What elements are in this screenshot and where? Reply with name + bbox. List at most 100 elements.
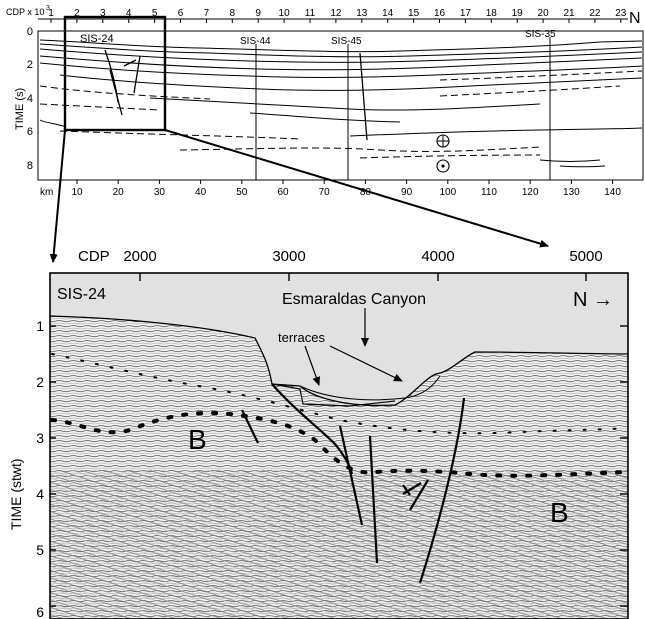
detail-cdp-label: CDP bbox=[78, 248, 110, 265]
fault-line bbox=[359, 52, 368, 141]
cdp-tick: 5 bbox=[152, 8, 158, 19]
cdp-tick: 11 bbox=[305, 8, 316, 19]
fault-line bbox=[418, 397, 466, 584]
time-tick: 1 bbox=[36, 318, 44, 334]
unit-label-b: B bbox=[188, 424, 207, 455]
horizon-line bbox=[39, 39, 643, 53]
horizon-line bbox=[149, 97, 541, 111]
fault-line bbox=[409, 479, 429, 511]
cdp-tick: 20 bbox=[538, 8, 550, 19]
dashed-horizon bbox=[39, 103, 161, 111]
zoom-arrow-right bbox=[164, 129, 549, 248]
canyon-label: Esmaraldas Canyon bbox=[282, 291, 426, 308]
km-tick: 140 bbox=[604, 187, 621, 198]
zoom-arrow-left bbox=[49, 129, 66, 263]
horizon-line bbox=[59, 74, 643, 91]
km-tick: 30 bbox=[154, 187, 166, 198]
cdp-tick: 23 bbox=[615, 8, 627, 19]
horizon-line bbox=[39, 48, 643, 63]
time-tick: 2 bbox=[36, 374, 44, 390]
detail-y-axis-label: TIME (stwt) bbox=[8, 458, 24, 530]
km-tick: 100 bbox=[439, 187, 456, 198]
km-tick: 20 bbox=[113, 187, 125, 198]
horizon-line bbox=[39, 43, 643, 58]
horizon-line bbox=[39, 55, 643, 71]
fault-line bbox=[368, 435, 379, 564]
horizon-line bbox=[249, 112, 401, 123]
detail-frame bbox=[49, 272, 629, 619]
detail-section-label: SIS-24 bbox=[57, 286, 106, 303]
dashed-horizon bbox=[439, 70, 643, 81]
dashed-horizon bbox=[439, 85, 621, 97]
time-tick: 5 bbox=[36, 542, 44, 558]
terrace-outline bbox=[271, 383, 396, 407]
overview-y-axis-label: TIME (s) bbox=[14, 88, 26, 130]
horizon-line bbox=[559, 165, 606, 168]
cdp-tick: 6 bbox=[178, 8, 184, 19]
cdp-tick: 19 bbox=[512, 8, 524, 19]
overview-time-ticks: 0 2 4 6 8 bbox=[27, 26, 33, 172]
cdp-tick: 14 bbox=[382, 8, 394, 19]
cdp-tick: 15 bbox=[408, 8, 420, 19]
km-tick: 70 bbox=[319, 187, 331, 198]
cdp-tick: 3 bbox=[100, 8, 106, 19]
time-tick: 6 bbox=[36, 604, 44, 619]
cdp-tick: 2 bbox=[74, 8, 80, 19]
overview-km-ticks: 10 20 30 40 50 60 70 80 90 100 110 120 130 140 bbox=[71, 180, 621, 198]
fault-line bbox=[109, 69, 123, 116]
time-tick: 6 bbox=[27, 126, 33, 138]
cdp-tick: 5000 bbox=[569, 248, 602, 265]
detail-tick-marks bbox=[50, 273, 628, 607]
km-tick: 130 bbox=[563, 187, 580, 198]
km-tick: 80 bbox=[360, 187, 372, 198]
cdp-tick: 7 bbox=[204, 8, 210, 19]
overview-km-label: km bbox=[40, 187, 53, 198]
fault-line bbox=[402, 484, 411, 496]
cdp-tick: 21 bbox=[563, 8, 575, 19]
cdp-tick: 9 bbox=[255, 8, 261, 19]
dashed-horizon bbox=[359, 154, 541, 159]
time-tick: 0 bbox=[27, 26, 33, 38]
label-sis44: SIS-44 bbox=[240, 36, 271, 47]
dotted-horizon-b bbox=[50, 410, 628, 478]
km-tick: 90 bbox=[401, 187, 413, 198]
time-tick: 3 bbox=[36, 430, 44, 446]
canyon-floor-line bbox=[299, 375, 441, 401]
cdp-tick: 17 bbox=[460, 8, 472, 19]
horizon-line bbox=[39, 119, 67, 128]
detail-time-ticks: 1 2 3 4 5 6 bbox=[36, 318, 44, 619]
into-page-symbol bbox=[436, 134, 450, 148]
cdp-tick: 3000 bbox=[272, 248, 305, 265]
time-tick: 2 bbox=[27, 59, 33, 71]
fault-line bbox=[402, 482, 422, 495]
detail-cdp-ticks: 2000 3000 4000 5000 bbox=[123, 248, 602, 265]
cdp-tick: 4000 bbox=[421, 248, 454, 265]
overview-dashed-horizons bbox=[39, 70, 643, 159]
overview-horizons bbox=[39, 39, 643, 168]
time-tick: 4 bbox=[36, 486, 44, 502]
overview-cdp-label: CDP x 10 bbox=[6, 7, 44, 17]
fault-line bbox=[133, 55, 141, 94]
cdp-tick: 2000 bbox=[123, 248, 156, 265]
fault-line bbox=[241, 409, 259, 444]
km-tick: 10 bbox=[71, 187, 83, 198]
fault-line bbox=[123, 59, 137, 67]
time-tick: 4 bbox=[27, 93, 33, 105]
detail-north-label: N → bbox=[573, 289, 613, 311]
overview-cdp-exponent: 3 bbox=[46, 5, 50, 12]
overview-north-label: N bbox=[629, 10, 641, 27]
label-sis45: SIS-45 bbox=[331, 36, 362, 47]
faults bbox=[241, 383, 466, 584]
seafloor-line bbox=[50, 315, 628, 407]
label-sis35: SIS-35 bbox=[525, 29, 556, 40]
km-tick: 60 bbox=[277, 187, 289, 198]
horizon-line bbox=[539, 159, 601, 162]
terraces-label: terraces bbox=[278, 330, 325, 345]
dashed-horizon bbox=[39, 85, 211, 100]
overview-cdp-ticks: 1 2 3 4 5 6 7 8 9 10 11 12 13 14 15 16 17 18 19 20 21 22 23 bbox=[48, 8, 627, 23]
cdp-tick: 4 bbox=[126, 8, 132, 19]
terrace-pointer-arrow bbox=[329, 345, 403, 382]
overview-canyon-incisions bbox=[104, 49, 368, 141]
